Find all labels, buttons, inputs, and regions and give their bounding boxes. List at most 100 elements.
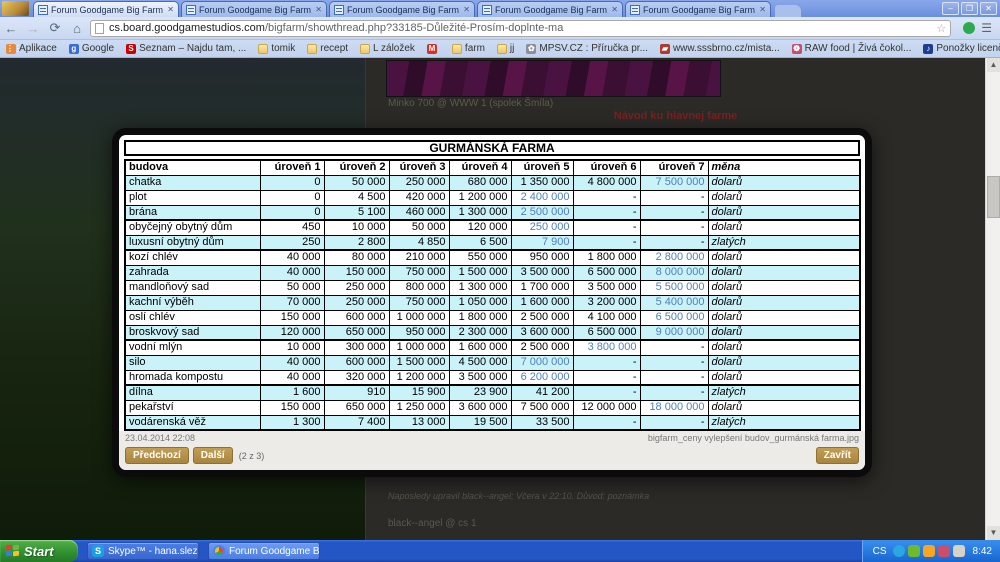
bookmark-item[interactable]: ❁ RAW food | Živá čokol...	[791, 43, 911, 54]
column-header: úroveň 6	[572, 159, 641, 176]
table-row: chatka 0 50 000 250 000 680 000 1 350 000 4 80…	[124, 174, 861, 191]
tab-close-icon[interactable]: ✕	[759, 5, 766, 14]
back-icon[interactable]: ←	[4, 20, 18, 36]
network-tray-icon[interactable]	[937, 545, 950, 557]
level-cost: 19 500	[448, 414, 512, 431]
currency: dolarů	[707, 339, 861, 356]
bookmark-item[interactable]: ⋮⋮ Aplikace	[6, 43, 57, 54]
table-row: dílna 1 600 910 15 900 23 900 41 200- - zlatých	[124, 384, 861, 401]
table-row: broskvový sad 120 000 650 000 950 000 2 300 …	[124, 324, 861, 341]
tab-close-icon[interactable]: ✕	[315, 5, 322, 14]
level-cost: -	[639, 339, 709, 356]
bookmark-item[interactable]: S Seznam – Najdu tam, ...	[126, 43, 246, 54]
bookmark-item[interactable]: recept	[307, 43, 348, 54]
level-cost: 4 850	[388, 234, 450, 251]
level-cost: 4 500	[323, 189, 390, 206]
building-name: brána	[124, 204, 261, 221]
building-name: silo	[124, 354, 261, 371]
level-cost: 4 100 000	[572, 309, 641, 326]
url-text[interactable]: cs.board.goodgamestudios.com/bigfarm/sho…	[109, 22, 932, 34]
level-cost: 2 800	[323, 234, 390, 251]
menu-icon[interactable]: ☰	[981, 21, 992, 35]
restore-button[interactable]: ❐	[961, 2, 978, 15]
bookmark-label: farm	[464, 43, 485, 54]
currency: dolarů	[707, 279, 861, 296]
bookmark-item[interactable]: jj	[496, 43, 515, 54]
browser-tab[interactable]: Forum Goodgame Big Farm | ✕	[477, 1, 623, 17]
start-button[interactable]: Start	[0, 540, 78, 562]
bookmark-item[interactable]: farm	[451, 43, 485, 54]
bookmark-item[interactable]: ▰ www.sssbrno.cz/mista...	[659, 43, 780, 54]
taskbar-clock[interactable]: 8:42	[972, 545, 992, 557]
level-cost: 3 500 000	[572, 279, 641, 296]
level-cost: 1 000 000	[388, 339, 450, 356]
level-cost: 6 500 000	[572, 324, 641, 341]
previous-button[interactable]: Předchozí	[125, 447, 189, 464]
level-cost: -	[572, 234, 641, 251]
table-row: kozí chlév 40 000 80 000 210 000 550 000 950 …	[124, 249, 861, 266]
browser-tab[interactable]: Forum Goodgame Big Farm | ✕	[33, 1, 179, 17]
forward-icon[interactable]: →	[26, 20, 40, 36]
flame-tray-icon[interactable]	[922, 545, 935, 557]
scroll-up-icon[interactable]: ▲	[987, 58, 1000, 72]
user-signature: black--angel @ cs 1	[388, 518, 477, 529]
scroll-down-icon[interactable]: ▼	[987, 526, 1000, 540]
skype-tray-icon[interactable]	[892, 545, 905, 557]
bookmark-label: MPSV.CZ : Příručka pr...	[539, 43, 648, 54]
table-row: silo 40 000 600 000 1 500 000 4 500 000 7 000…	[124, 354, 861, 371]
next-button[interactable]: Další	[192, 447, 233, 464]
bookmark-item[interactable]: L záložek	[360, 43, 415, 54]
bookmark-item[interactable]: ♪Ponožky licenční obráz...	[923, 43, 1000, 54]
level-cost: 3 500 000	[448, 369, 512, 386]
level-cost: 1 800 000	[448, 309, 512, 326]
level-cost: 40 000	[259, 264, 325, 281]
table-row: vodárenská věž 1 300 7 400 13 000 19 500 33 5…	[124, 414, 861, 431]
reload-icon[interactable]: ⟳	[49, 20, 61, 35]
level-cost: 5 500 000	[639, 279, 709, 296]
guide-link[interactable]: Návod ku hlavnej farme	[613, 110, 738, 122]
tab-close-icon[interactable]: ✕	[463, 5, 470, 14]
display-tray-icon[interactable]	[952, 545, 965, 557]
browser-tab[interactable]: Forum Goodgame Big Farm | ✕	[329, 1, 475, 17]
level-cost: 950 000	[388, 324, 450, 341]
level-cost: 4 500 000	[448, 354, 512, 371]
bookmark-item[interactable]: M	[426, 43, 440, 54]
address-bar[interactable]: cs.board.goodgamestudios.com/bigfarm/sho…	[90, 19, 952, 37]
browser-tab[interactable]: Forum Goodgame Big Farm | ✕	[181, 1, 327, 17]
page-scrollbar[interactable]: ▲ ▼	[985, 58, 1000, 540]
seznam-icon: S	[126, 43, 137, 54]
level-cost: 33 500	[510, 414, 574, 431]
tab-close-icon[interactable]: ✕	[167, 5, 174, 14]
close-window-button[interactable]: ✕	[980, 2, 997, 15]
tab-close-icon[interactable]: ✕	[611, 5, 618, 14]
bookmark-item[interactable]: ✿ MPSV.CZ : Příručka pr...	[526, 43, 648, 54]
bookmark-label: jj	[509, 43, 515, 54]
extension-icon[interactable]	[963, 22, 976, 34]
column-header: úroveň 4	[448, 159, 512, 176]
level-cost: 1 200 000	[448, 189, 512, 206]
ponozky-icon: ♪	[923, 43, 934, 54]
scrollbar-thumb[interactable]	[987, 176, 1000, 218]
folder-icon	[360, 43, 371, 54]
level-cost: 210 000	[388, 249, 450, 266]
new-tab-button[interactable]	[775, 5, 801, 17]
column-header: úroveň 5	[510, 159, 574, 176]
bookmark-star-icon[interactable]: ☆	[936, 22, 947, 35]
level-cost: 120 000	[448, 219, 512, 236]
bookmark-item[interactable]: tomik	[258, 43, 295, 54]
antivirus-tray-icon[interactable]	[907, 545, 920, 557]
taskbar-task-button[interactable]: Forum Goodgame Big ...	[208, 542, 320, 560]
minimize-button[interactable]: –	[942, 2, 959, 15]
bookmark-item[interactable]: g Google	[68, 43, 114, 54]
home-icon[interactable]: ⌂	[73, 20, 81, 36]
building-name: obyčejný obytný dům	[124, 219, 261, 236]
level-cost: 1 700 000	[510, 279, 574, 296]
close-lightbox-button[interactable]: Zavřít	[815, 447, 859, 464]
taskbar-task-button[interactable]: S Skype™ - hana.sleza...	[87, 542, 199, 560]
apps-grid-icon: ⋮⋮	[6, 43, 22, 54]
bookmark-label: Aplikace	[19, 43, 57, 54]
level-cost: 2 800 000	[639, 249, 709, 266]
language-indicator[interactable]: CS	[872, 545, 887, 557]
browser-tab[interactable]: Forum Goodgame Big Farm | ✕	[625, 1, 771, 17]
forum-favicon-icon	[630, 4, 640, 15]
